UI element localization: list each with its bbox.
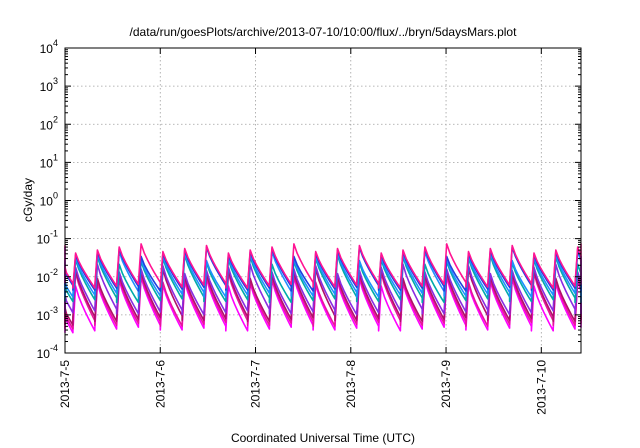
series-line (64, 243, 582, 289)
axis-ticks (64, 47, 581, 354)
chart-title: /data/run/goesPlots/archive/2013-07-10/1… (130, 25, 518, 39)
series-line (64, 276, 582, 334)
x-tick-label: 2013-7-10 (534, 360, 548, 415)
series-line (64, 246, 582, 292)
series-group (64, 243, 582, 334)
x-tick-label: 2013-7-9 (439, 360, 453, 408)
y-tick-label: 10-3 (37, 305, 58, 323)
y-tick-label: 10-2 (37, 267, 58, 285)
y-tick-label: 101 (40, 152, 58, 170)
y-tick-label: 104 (40, 38, 58, 56)
x-tick-label: 2013-7-8 (344, 360, 358, 408)
y-tick-label: 103 (40, 76, 58, 94)
x-axis-label: Coordinated Universal Time (UTC) (231, 431, 415, 445)
x-tick-label: 2013-7-5 (58, 360, 72, 408)
series-line (64, 272, 582, 330)
y-tick-labels: 10-4 10-3 10-2 10-1 100 101 102 103 104 (37, 38, 58, 361)
x-tick-labels: 2013-7-5 2013-7-6 2013-7-7 2013-7-8 2013-7-9… (58, 360, 548, 415)
y-tick-label: 10-4 (37, 343, 58, 361)
y-axis-label: cGy/day (21, 178, 35, 222)
x-tick-label: 2013-7-6 (153, 360, 167, 408)
y-tick-label: 10-1 (37, 229, 58, 247)
x-tick-label: 2013-7-7 (249, 360, 263, 408)
y-tick-label: 102 (40, 114, 58, 132)
grid (65, 48, 581, 353)
series-line (64, 254, 582, 304)
y-tick-label: 100 (40, 191, 58, 209)
series-line (64, 268, 582, 326)
series-line (64, 263, 582, 316)
series-line (64, 250, 582, 298)
